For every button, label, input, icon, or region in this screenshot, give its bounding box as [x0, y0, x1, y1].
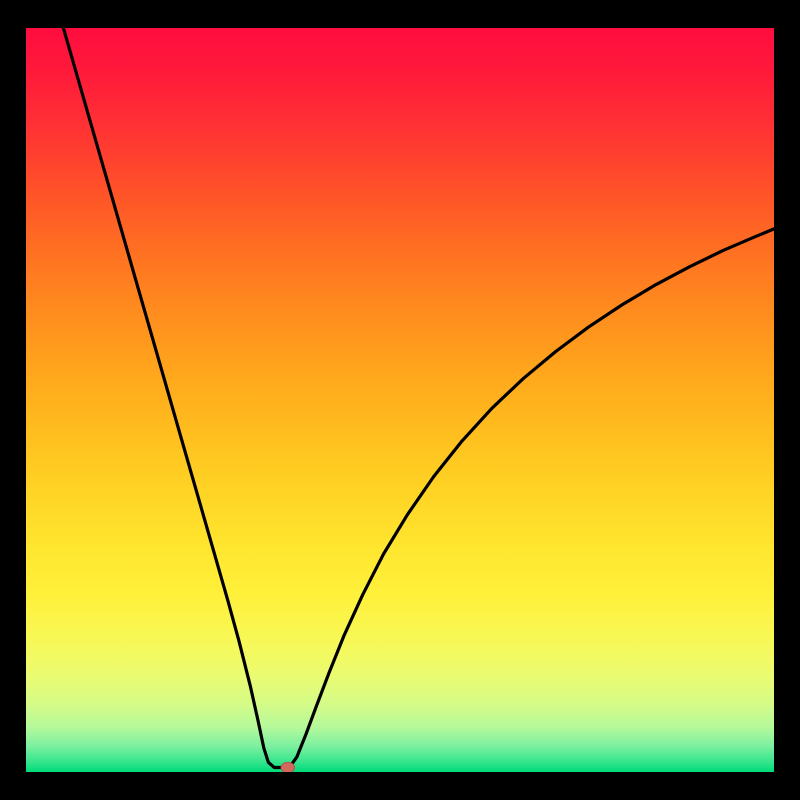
bottleneck-chart — [0, 0, 800, 800]
chart-container: TheBottleneck.com — [0, 0, 800, 800]
